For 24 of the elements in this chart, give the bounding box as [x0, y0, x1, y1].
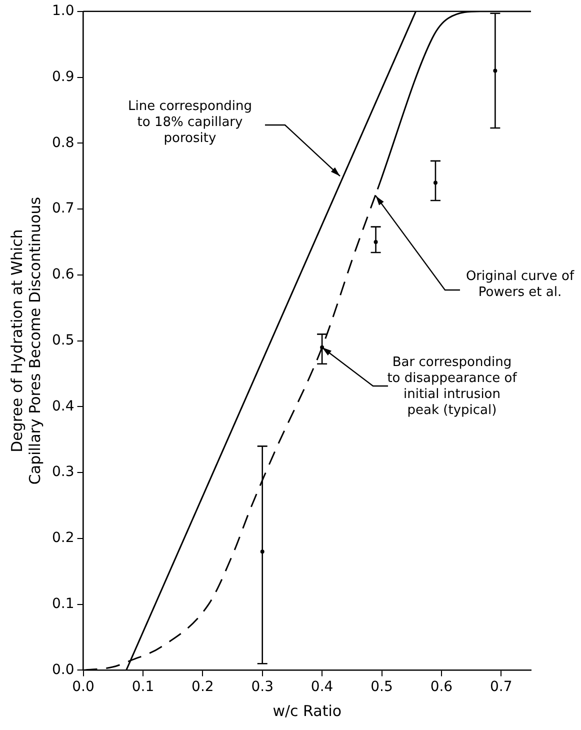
- x-tick-label: 0.7: [490, 679, 512, 696]
- x-axis-title: w/c Ratio: [272, 702, 342, 720]
- x-tick-label: 0.4: [310, 679, 334, 696]
- x-tick-label: 0.3: [251, 679, 274, 696]
- annotation: Line corresponding to 18% capillary porosity: [128, 98, 252, 146]
- y-tick-label: 0.1: [52, 596, 74, 612]
- x-tick-label: 0.2: [192, 679, 214, 696]
- annotation: Bar corresponding to disappearance of initial intrusion peak (typical): [387, 354, 518, 418]
- y-tick-label: 0.6: [52, 266, 74, 283]
- y-tick-label: 0.5: [52, 332, 74, 348]
- y-tick-label: 0.2: [52, 530, 74, 546]
- y-tick-label: 1.0: [52, 3, 74, 20]
- y-tick-label: 0.4: [52, 398, 74, 414]
- x-tick-label: 0.0: [72, 679, 94, 696]
- y-tick-label: 0.3: [52, 464, 74, 480]
- x-tick-label: 0.6: [430, 679, 453, 696]
- y-tick-label: 0.9: [52, 68, 74, 85]
- annotation: Original curve of Powers et al.: [466, 268, 574, 300]
- x-tick-label: 0.5: [370, 679, 393, 696]
- x-tick-label: 0.1: [132, 679, 154, 696]
- y-tick-label: 0.8: [52, 134, 74, 151]
- y-tick-label: 0.0: [52, 662, 74, 678]
- y-tick-label: 0.7: [52, 200, 74, 217]
- y-axis-title: Degree of Hydration at Which Capillary Pores Become Discontinuous: [8, 196, 44, 485]
